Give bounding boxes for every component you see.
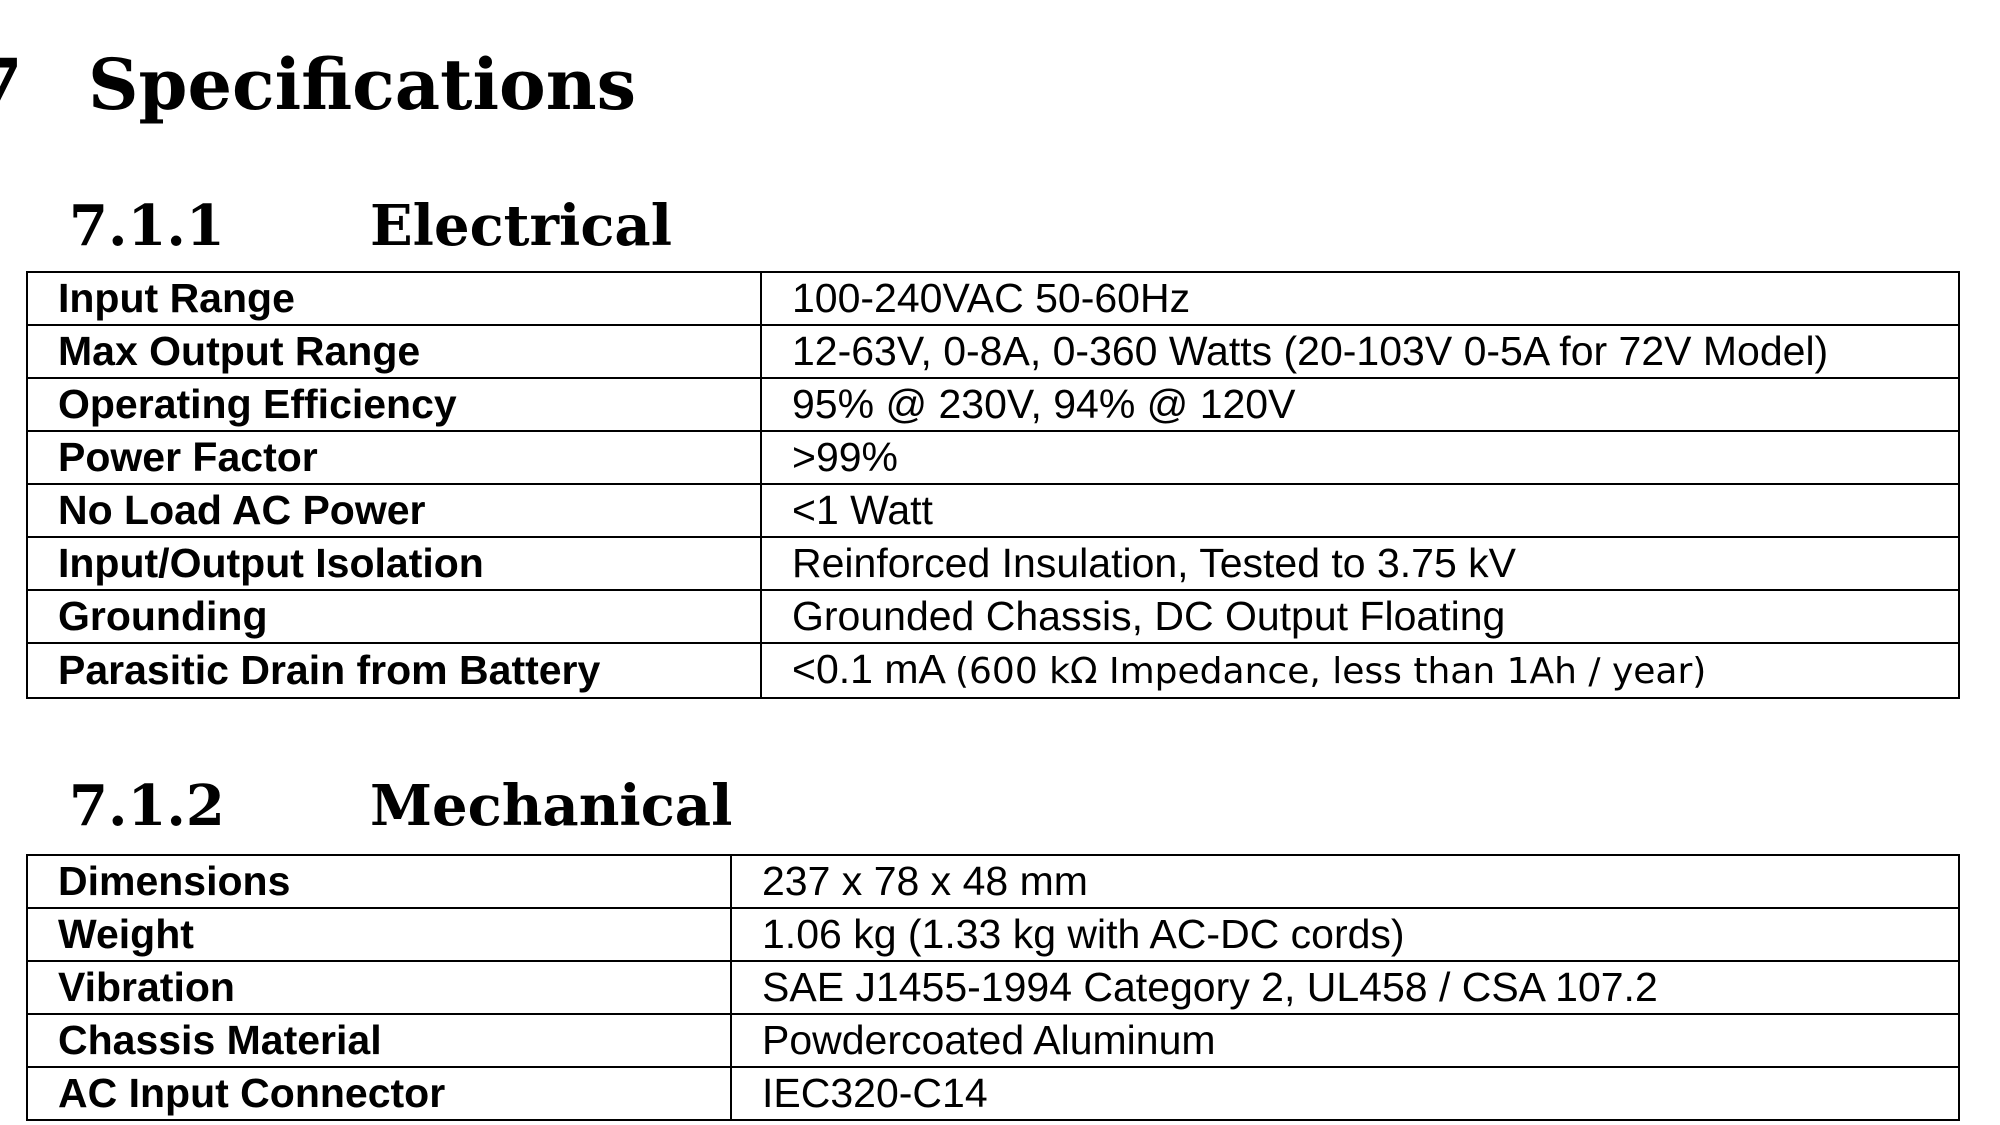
value-text: >99% bbox=[792, 434, 899, 480]
spec-label: Weight bbox=[26, 907, 732, 962]
spec-value: 237 x 78 x 48 mm bbox=[730, 854, 1960, 909]
spec-value: Grounded Chassis, DC Output Floating bbox=[760, 589, 1960, 644]
value-text: <0.1 mA bbox=[792, 646, 944, 692]
spec-value: 95% @ 230V, 94% @ 120V bbox=[760, 377, 1960, 432]
spec-value: IEC320-C14 bbox=[730, 1066, 1960, 1121]
spec-value: <1 Watt bbox=[760, 483, 1960, 538]
spec-label: Grounding bbox=[26, 589, 762, 644]
spec-table: Input Range 100-240VAC 50-60Hz Max Output … bbox=[26, 271, 1960, 699]
spec-row: No Load AC Power <1 Watt bbox=[26, 483, 1960, 538]
value-text: 12-63V, 0-8A, 0-360 Watts (20-103V 0-5A … bbox=[792, 328, 1829, 374]
value-text: IEC320-C14 bbox=[762, 1070, 988, 1116]
spec-row: Grounding Grounded Chassis, DC Output Flo… bbox=[26, 589, 1960, 644]
value-text: 95% @ 230V, 94% @ 120V bbox=[792, 381, 1296, 427]
spec-row: AC Input Connector IEC320-C14 bbox=[26, 1066, 1960, 1121]
spec-value: <0.1 mA (600 kΩ Impedance, less than 1Ah… bbox=[760, 642, 1960, 699]
section-number: 7.1.2 bbox=[69, 773, 225, 839]
spec-label: Max Output Range bbox=[26, 324, 762, 379]
spec-value: >99% bbox=[760, 430, 1960, 485]
spec-row: Dimensions 237 x 78 x 48 mm bbox=[26, 854, 1960, 909]
heading-title: Specifications bbox=[88, 43, 637, 126]
spec-row: Power Factor >99% bbox=[26, 430, 1960, 485]
spec-label: Parasitic Drain from Battery bbox=[26, 642, 762, 699]
value-note: (600 kΩ Impedance, less than 1Ah / year) bbox=[954, 651, 1707, 692]
section-title: Mechanical bbox=[370, 773, 733, 839]
spec-label: Chassis Material bbox=[26, 1013, 732, 1068]
spec-label: Input Range bbox=[26, 271, 762, 326]
value-text: Reinforced Insulation, Tested to 3.75 kV bbox=[792, 540, 1517, 586]
spec-value: SAE J1455-1994 Category 2, UL458 / CSA 1… bbox=[730, 960, 1960, 1015]
spec-label: Vibration bbox=[26, 960, 732, 1015]
spec-row: Parasitic Drain from Battery <0.1 mA (600… bbox=[26, 642, 1960, 699]
spec-row: Vibration SAE J1455-1994 Category 2, UL45… bbox=[26, 960, 1960, 1015]
spec-label: No Load AC Power bbox=[26, 483, 762, 538]
spec-row: Weight 1.06 kg (1.33 kg with AC-DC cords) bbox=[26, 907, 1960, 962]
heading-number: 7 bbox=[0, 50, 23, 120]
spec-row: Operating Efficiency 95% @ 230V, 94% @ 12… bbox=[26, 377, 1960, 432]
spec-value: Reinforced Insulation, Tested to 3.75 kV bbox=[760, 536, 1960, 591]
value-text: Powdercoated Aluminum bbox=[762, 1017, 1216, 1063]
spec-label: AC Input Connector bbox=[26, 1066, 732, 1121]
spec-value: 12-63V, 0-8A, 0-360 Watts (20-103V 0-5A … bbox=[760, 324, 1960, 379]
spec-row: Input Range 100-240VAC 50-60Hz bbox=[26, 271, 1960, 326]
spec-value: Powdercoated Aluminum bbox=[730, 1013, 1960, 1068]
spec-label: Power Factor bbox=[26, 430, 762, 485]
value-text: 100-240VAC 50-60Hz bbox=[792, 275, 1191, 321]
value-text: 237 x 78 x 48 mm bbox=[762, 858, 1088, 904]
value-text: Grounded Chassis, DC Output Floating bbox=[792, 593, 1506, 639]
section-title: Electrical bbox=[370, 193, 672, 259]
section-number: 7.1.1 bbox=[69, 193, 225, 259]
spec-value: 1.06 kg (1.33 kg with AC-DC cords) bbox=[730, 907, 1960, 962]
spec-label: Operating Efficiency bbox=[26, 377, 762, 432]
spec-table: Dimensions 237 x 78 x 48 mm Weight 1.06 kg … bbox=[26, 854, 1960, 1121]
spec-row: Max Output Range 12-63V, 0-8A, 0-360 Watt… bbox=[26, 324, 1960, 379]
spec-label: Dimensions bbox=[26, 854, 732, 909]
spec-row: Input/Output Isolation Reinforced Insulat… bbox=[26, 536, 1960, 591]
spec-label: Input/Output Isolation bbox=[26, 536, 762, 591]
spec-value: 100-240VAC 50-60Hz bbox=[760, 271, 1960, 326]
spec-row: Chassis Material Powdercoated Aluminum bbox=[26, 1013, 1960, 1068]
value-text: <1 Watt bbox=[792, 487, 933, 533]
value-text: SAE J1455-1994 Category 2, UL458 / CSA 1… bbox=[762, 964, 1658, 1010]
value-text: 1.06 kg (1.33 kg with AC-DC cords) bbox=[762, 911, 1405, 957]
